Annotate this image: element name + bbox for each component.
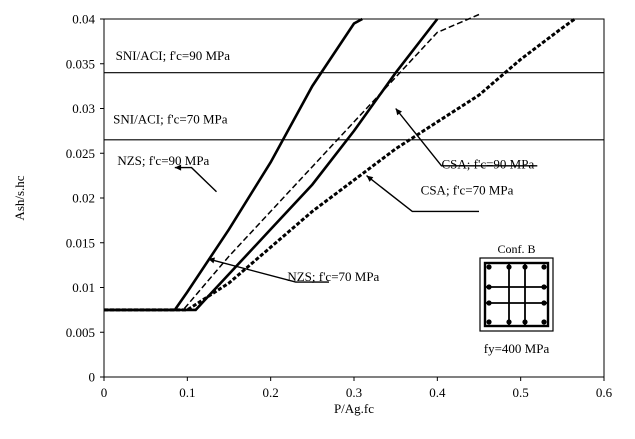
rebar-dot — [506, 264, 512, 270]
reference-lines — [104, 72, 604, 141]
section-inset: Conf. B fy=400 MPa — [479, 242, 554, 356]
series-line-0 — [104, 17, 363, 312]
callout-line — [366, 175, 479, 213]
plot-area: SNI/ACI; f'c=90 MPa SNI/ACI; f'c=70 MPa NZ… — [103, 13, 605, 378]
series-group — [104, 13, 576, 312]
callout-line — [208, 258, 329, 283]
callout-arrowhead — [366, 175, 374, 182]
y-tick-label: 0.035 — [66, 56, 95, 71]
x-axis-label: P/Ag.fc — [334, 401, 374, 416]
annotation-label: SNI/ACI; f'c=90 MPa — [116, 48, 231, 63]
callout-arrowhead — [208, 257, 215, 264]
rebar-dot — [486, 264, 492, 270]
series-line-1 — [104, 18, 439, 312]
x-tick-label: 0.5 — [513, 385, 529, 400]
y-tick-label: 0 — [89, 370, 96, 385]
callout-arrowhead — [174, 164, 182, 171]
annotation-label: SNI/ACI; f'c=70 MPa — [113, 112, 228, 127]
annotation-label: NZS; f'c=70 MPa — [287, 269, 379, 284]
annotation-label: CSA; f'c=90 MPa — [442, 156, 535, 171]
y-tick-label: 0.04 — [72, 12, 95, 27]
callout-line — [395, 108, 538, 167]
x-tick-label: 0.3 — [346, 385, 362, 400]
annotation-label: CSA; f'c=70 MPa — [421, 182, 514, 197]
inset-label: fy=400 MPa — [484, 341, 550, 356]
rebar-dot — [522, 264, 528, 270]
callout-arrowhead — [395, 108, 402, 116]
y-axis-label: Ash/s.hc — [12, 175, 27, 220]
rebar-dot — [541, 319, 547, 325]
x-tick-label: 0.2 — [263, 385, 279, 400]
rebar-dot — [541, 264, 547, 270]
series-line-2 — [104, 13, 480, 311]
y-tick-label: 0.015 — [66, 235, 95, 250]
annotations: SNI/ACI; f'c=90 MPa SNI/ACI; f'c=70 MPa NZ… — [113, 48, 534, 284]
x-axis: 0 0.1 0.2 0.3 0.4 0.5 0.6 — [101, 377, 613, 400]
rebar-dot — [486, 300, 492, 306]
inset-title: Conf. B — [497, 242, 535, 256]
callout-line — [174, 166, 217, 193]
rebar-dot — [486, 284, 492, 290]
y-tick-label: 0.025 — [66, 146, 95, 161]
y-tick-label: 0.03 — [72, 101, 95, 116]
rebar-dot — [522, 319, 528, 325]
y-tick-label: 0.005 — [66, 325, 95, 340]
rebar-dot — [541, 284, 547, 290]
y-tick-label: 0.02 — [72, 191, 95, 206]
x-tick-label: 0 — [101, 385, 108, 400]
x-tick-label: 0.1 — [179, 385, 195, 400]
rebar-dot — [541, 300, 547, 306]
series-line-3 — [104, 17, 576, 312]
rebar-dot — [486, 319, 492, 325]
longitudinal-bars — [486, 264, 547, 325]
y-tick-label: 0.01 — [72, 280, 95, 295]
crossties — [485, 263, 548, 326]
rebar-dot — [506, 319, 512, 325]
hoop-outline — [483, 261, 550, 328]
callout-lines — [174, 108, 538, 283]
section-outline — [479, 257, 554, 332]
x-tick-label: 0.4 — [429, 385, 446, 400]
y-axis: 0 0.005 0.01 0.015 0.02 0.025 0.03 0.035 0.04 — [66, 12, 104, 385]
x-tick-label: 0.6 — [596, 385, 613, 400]
annotation-label: NZS; f'c=90 MPa — [117, 153, 209, 168]
